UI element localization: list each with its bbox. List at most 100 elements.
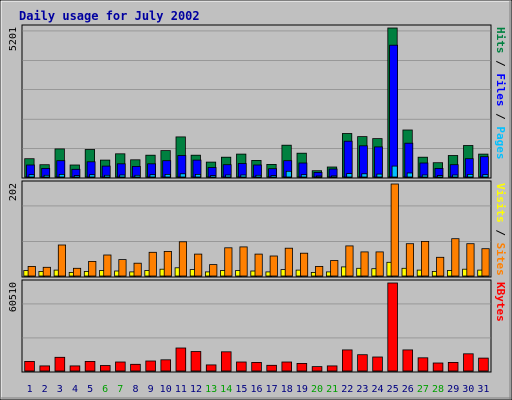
bars-kbytes <box>24 282 489 372</box>
panel-kbytes: 60510 KBytes <box>8 279 507 373</box>
bar-pages-day-7 <box>119 174 126 178</box>
day-label-20: 20 <box>311 384 323 395</box>
bar-sites-day-28 <box>436 256 445 277</box>
day-label-2: 2 <box>42 384 48 395</box>
bar-sites-day-6 <box>103 254 112 277</box>
day-label-7: 7 <box>117 384 123 395</box>
bar-sites-day-17 <box>269 255 278 277</box>
day-label-23: 23 <box>356 384 368 395</box>
day-label-24: 24 <box>371 384 383 395</box>
bar-files-day-25 <box>389 44 399 178</box>
side-label-hits-files-pages: Hits / Files / Pages <box>494 27 507 160</box>
bar-kbytes-day-16 <box>251 361 262 372</box>
bar-pages-day-16 <box>255 174 262 178</box>
bar-sites-day-16 <box>254 253 263 277</box>
bar-kbytes-day-4 <box>69 365 81 372</box>
side-label-part: Visits <box>494 183 507 223</box>
bar-pages-day-19 <box>300 174 307 178</box>
bar-sites-day-21 <box>330 260 339 277</box>
side-label-part: Hits <box>494 27 507 54</box>
bar-pages-day-15 <box>240 174 247 178</box>
day-label-1: 1 <box>27 384 33 395</box>
bar-kbytes-day-1 <box>24 360 35 372</box>
bar-kbytes-day-18 <box>281 361 292 372</box>
bar-files-day-24 <box>374 146 383 178</box>
bar-kbytes-day-28 <box>432 362 444 372</box>
bar-files-day-22 <box>343 140 353 178</box>
bar-sites-day-31 <box>481 248 490 277</box>
bar-pages-day-11 <box>179 173 186 178</box>
day-label-22: 22 <box>341 384 353 395</box>
bar-pages-day-12 <box>194 173 201 178</box>
side-label-part: KBytes <box>494 282 507 322</box>
bar-files-day-23 <box>358 145 368 178</box>
day-label-27: 27 <box>417 384 429 395</box>
bar-pages-day-20 <box>315 175 322 178</box>
bar-kbytes-day-14 <box>220 351 232 372</box>
gridlines-hits-files-pages <box>22 30 491 149</box>
bar-kbytes-day-3 <box>54 356 66 372</box>
bar-sites-day-25 <box>390 183 399 277</box>
bar-pages-day-24 <box>376 173 383 178</box>
bar-pages-day-23 <box>361 173 368 178</box>
bar-kbytes-day-11 <box>175 347 187 372</box>
bar-kbytes-day-15 <box>236 361 247 372</box>
day-label-19: 19 <box>296 384 308 395</box>
bars-visits-sites <box>23 183 490 277</box>
bar-sites-day-8 <box>133 262 142 277</box>
bars-hits-files-pages <box>24 27 489 178</box>
bar-pages-day-27 <box>421 174 428 178</box>
bar-pages-day-14 <box>225 174 232 178</box>
day-label-12: 12 <box>190 384 202 395</box>
bar-kbytes-day-12 <box>190 351 202 372</box>
bar-kbytes-day-5 <box>84 360 96 372</box>
bar-kbytes-day-17 <box>266 364 277 372</box>
bar-pages-day-17 <box>270 175 277 178</box>
bar-sites-day-18 <box>284 247 293 277</box>
day-label-30: 30 <box>462 384 474 395</box>
bar-pages-day-1 <box>28 174 35 178</box>
bar-sites-day-4 <box>73 267 82 277</box>
side-label-kbytes: KBytes <box>494 282 507 322</box>
bar-sites-day-22 <box>345 245 354 277</box>
bar-sites-day-11 <box>178 241 188 277</box>
bar-pages-day-26 <box>406 172 413 178</box>
bar-files-day-26 <box>404 142 414 178</box>
day-label-9: 9 <box>148 384 154 395</box>
max-label-kbytes: 60510 <box>8 282 19 312</box>
bar-kbytes-day-31 <box>478 357 489 372</box>
bar-kbytes-day-27 <box>417 357 429 372</box>
day-label-29: 29 <box>447 384 459 395</box>
bar-sites-day-30 <box>466 243 475 277</box>
bar-pages-day-9 <box>149 174 156 178</box>
day-label-5: 5 <box>87 384 93 395</box>
bar-pages-day-6 <box>104 174 111 178</box>
day-label-4: 4 <box>72 384 78 395</box>
bar-sites-day-9 <box>148 251 157 277</box>
bar-sites-day-26 <box>405 243 414 277</box>
bar-sites-day-27 <box>420 240 430 277</box>
bar-pages-day-31 <box>482 174 489 178</box>
bar-sites-day-5 <box>88 260 97 277</box>
bar-sites-day-2 <box>42 266 51 277</box>
day-labels: 1 2 3 4 5 6 7 8 9 10 11 12 13 14 15 16 17 18 19 20 21 22 23 24 2… <box>27 384 490 395</box>
panel-visits-sites: 202 Visits / Sites <box>8 180 507 278</box>
bar-kbytes-day-22 <box>341 349 353 372</box>
bar-pages-day-3 <box>58 173 65 178</box>
day-label-28: 28 <box>432 384 444 395</box>
bar-kbytes-day-13 <box>205 364 217 372</box>
bar-kbytes-day-29 <box>447 361 459 372</box>
bar-kbytes-day-2 <box>39 365 51 372</box>
bar-kbytes-day-7 <box>115 361 126 372</box>
day-label-14: 14 <box>220 384 232 395</box>
bar-pages-day-2 <box>43 174 50 178</box>
chart-title: Daily usage for July 2002 <box>19 9 200 23</box>
bar-kbytes-day-21 <box>326 365 338 372</box>
bar-kbytes-day-20 <box>311 366 323 372</box>
side-label-part: Sites <box>494 243 507 276</box>
bar-kbytes-day-26 <box>402 349 413 372</box>
bar-pages-day-13 <box>210 175 217 178</box>
panel-hits-files-pages: 5201 Hits / Files / Pages <box>8 24 507 179</box>
bar-kbytes-day-30 <box>463 353 474 372</box>
bar-kbytes-day-19 <box>296 362 308 372</box>
